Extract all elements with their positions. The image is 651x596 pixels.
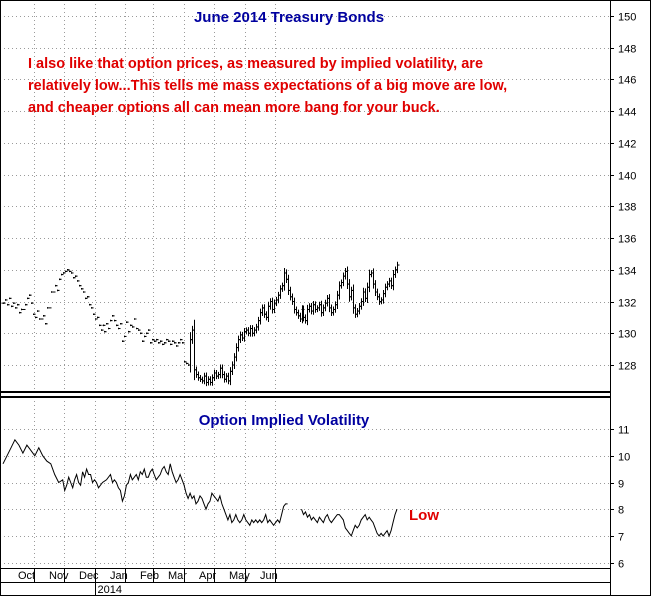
- month-label: Feb: [140, 570, 159, 582]
- price-bar: [37, 310, 42, 320]
- volatility-chart-title: Option Implied Volatility: [199, 412, 370, 429]
- price-bar: [19, 308, 24, 314]
- price-tick-label: 130: [618, 329, 636, 341]
- volatility-tick-label: 11: [618, 425, 629, 437]
- year-label: 2014: [98, 584, 122, 596]
- volatility-tick-label: 6: [618, 559, 624, 571]
- month-label: May: [229, 570, 250, 582]
- price-tick-label: 136: [618, 234, 636, 246]
- month-label: Oct: [18, 570, 35, 582]
- annotation-line-1: I also like that option prices, as measu…: [28, 56, 483, 72]
- annotation-line-2: relatively low...This tells me mass expe…: [28, 78, 507, 94]
- price-tick-label: 150: [618, 12, 636, 24]
- month-label: Mar: [168, 570, 187, 582]
- month-label: Apr: [199, 570, 216, 582]
- volatility-tick-label: 9: [618, 479, 624, 491]
- month-label: Nov: [49, 570, 69, 582]
- annotation-text: I also like that option prices, as measu…: [28, 56, 511, 116]
- volatility-tick-label: 7: [618, 532, 624, 544]
- price-tick-label: 146: [618, 75, 636, 87]
- price-tick-label: 128: [618, 361, 636, 373]
- month-label: Jun: [260, 570, 278, 582]
- price-tick-label: 142: [618, 139, 636, 151]
- low-annotation: Low: [409, 507, 439, 524]
- volatility-tick-label: 10: [618, 452, 630, 464]
- volatility-line: [2, 438, 398, 538]
- price-bar: [395, 261, 400, 274]
- volatility-tick-label: 8: [618, 505, 624, 517]
- price-tick-label: 140: [618, 171, 636, 183]
- price-tick-label: 148: [618, 44, 636, 56]
- price-tick-label: 132: [618, 298, 636, 310]
- price-tick-label: 134: [618, 266, 636, 278]
- annotation-line-3: and cheaper options all can mean more ba…: [28, 100, 440, 116]
- month-label: Jan: [110, 570, 128, 582]
- price-bar: [49, 291, 54, 309]
- price-bar: [45, 307, 50, 325]
- price-tick-label: 138: [618, 202, 636, 214]
- month-label: Dec: [79, 570, 99, 582]
- price-tick-label: 144: [618, 107, 636, 119]
- price-chart-title: June 2014 Treasury Bonds: [194, 9, 384, 26]
